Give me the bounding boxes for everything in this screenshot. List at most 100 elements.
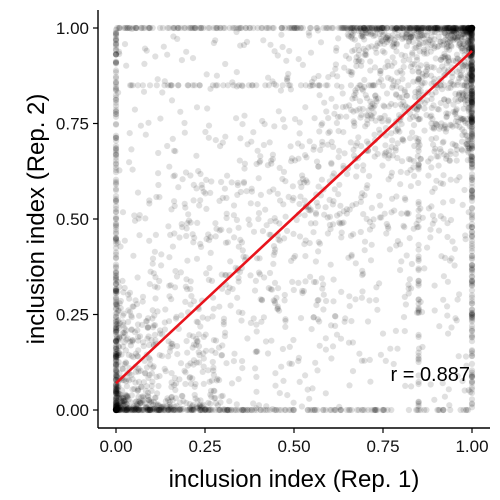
data-point	[112, 276, 120, 283]
data-point	[465, 25, 472, 32]
data-point	[388, 130, 395, 137]
data-point	[193, 104, 201, 111]
data-point	[413, 309, 421, 316]
data-point	[354, 139, 361, 146]
data-point	[133, 398, 140, 405]
data-point	[112, 113, 120, 120]
data-point	[468, 115, 475, 122]
data-point	[468, 63, 475, 70]
data-point	[468, 24, 476, 32]
data-point	[468, 183, 476, 190]
data-point	[452, 35, 459, 42]
data-point	[415, 115, 422, 123]
data-point	[177, 360, 185, 367]
data-point	[394, 25, 401, 32]
data-point	[431, 24, 438, 32]
data-point	[360, 24, 367, 32]
data-point	[413, 220, 420, 227]
data-point	[288, 360, 295, 367]
data-point	[122, 397, 129, 404]
data-point	[274, 305, 281, 312]
data-point	[164, 395, 171, 402]
data-point	[453, 106, 460, 113]
data-point	[120, 333, 127, 340]
data-point	[384, 58, 391, 65]
data-point	[112, 36, 120, 43]
data-point	[112, 338, 120, 345]
data-point	[304, 406, 311, 414]
data-point	[464, 28, 471, 36]
data-point	[468, 87, 476, 94]
data-point	[465, 387, 472, 394]
data-point	[112, 328, 120, 335]
data-point	[142, 403, 150, 410]
data-point	[399, 136, 406, 143]
data-point	[224, 82, 231, 89]
data-point	[407, 110, 414, 117]
data-point	[447, 28, 454, 36]
data-point	[435, 153, 442, 160]
data-point	[312, 220, 319, 227]
data-point	[113, 395, 120, 402]
data-point	[119, 343, 127, 350]
data-point	[461, 47, 468, 54]
data-point	[435, 406, 442, 414]
data-point	[468, 26, 475, 33]
data-point	[366, 297, 373, 304]
data-point	[373, 297, 380, 304]
data-point	[449, 27, 456, 34]
data-point	[467, 29, 474, 37]
data-point	[468, 140, 475, 147]
data-point	[399, 76, 406, 83]
data-point	[296, 130, 303, 137]
y-axis-title: inclusion index (Rep. 2)	[23, 94, 50, 345]
data-point	[114, 383, 121, 390]
data-point	[207, 234, 214, 241]
data-point	[136, 406, 143, 413]
data-point	[114, 397, 121, 404]
data-point	[112, 60, 120, 67]
data-point	[468, 69, 476, 76]
data-point	[174, 24, 181, 32]
data-point	[347, 25, 354, 32]
data-point	[361, 36, 368, 43]
data-point	[358, 143, 365, 150]
data-point	[277, 87, 284, 94]
data-point	[464, 97, 471, 104]
data-point	[461, 186, 468, 194]
data-point	[316, 128, 323, 135]
data-point	[130, 303, 137, 310]
data-point	[184, 257, 191, 264]
data-point	[189, 231, 196, 238]
data-point	[413, 24, 420, 32]
data-point	[245, 82, 252, 89]
data-point	[468, 165, 476, 172]
data-point	[160, 405, 167, 412]
data-point	[142, 399, 149, 406]
data-point	[113, 371, 120, 378]
data-point	[112, 367, 120, 374]
data-point	[288, 257, 295, 264]
data-point	[323, 297, 330, 305]
data-point	[112, 406, 120, 414]
data-point	[169, 340, 176, 347]
data-point	[468, 142, 476, 149]
data-point	[275, 108, 282, 115]
data-point	[200, 350, 207, 357]
data-point	[201, 406, 208, 413]
data-point	[333, 47, 340, 54]
data-point	[275, 406, 283, 414]
data-point	[378, 115, 385, 122]
data-point	[185, 82, 192, 89]
data-point	[113, 368, 120, 375]
data-point	[468, 224, 476, 231]
data-point	[135, 368, 142, 375]
data-point	[381, 112, 388, 119]
data-point	[194, 338, 201, 345]
data-point	[398, 258, 405, 265]
data-point	[410, 164, 417, 171]
data-point	[112, 215, 120, 222]
data-point	[468, 46, 475, 53]
data-point	[449, 24, 456, 32]
data-point	[468, 72, 475, 79]
